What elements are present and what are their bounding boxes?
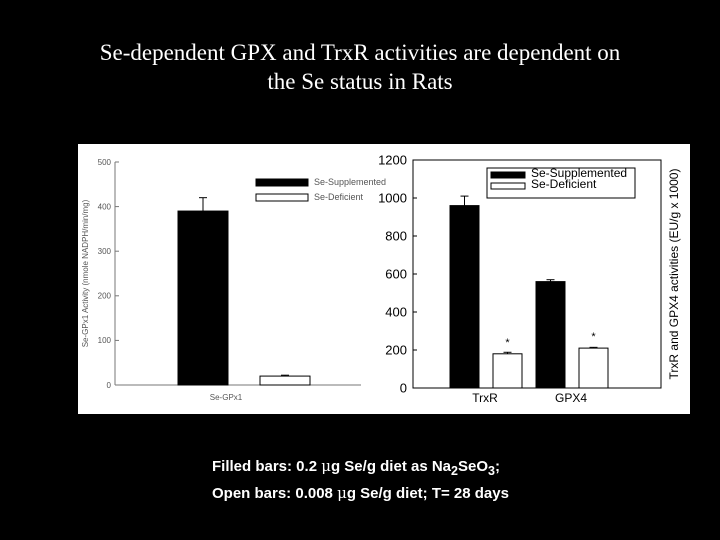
y-tick-label-600: 600 xyxy=(385,267,407,282)
bar-se-gpx1-se-deficient xyxy=(259,375,311,386)
y-tick-label-100: 100 xyxy=(98,336,112,345)
legend-swatch-se-deficient xyxy=(255,193,309,202)
y-tick-label-400: 400 xyxy=(385,305,407,320)
caption-line1-sub1: 2 xyxy=(451,464,458,478)
caption-line1-suffix: ; xyxy=(494,458,500,475)
annotation-gpx4: * xyxy=(591,331,596,343)
legend-label-se-supplemented: Se-Supplemented xyxy=(531,166,627,180)
slide-title: Se-dependent GPX and TrxR activities are… xyxy=(0,38,720,96)
legend-swatch-se-supplemented xyxy=(490,171,526,179)
slide-title-line1: Se-dependent GPX and TrxR activities are… xyxy=(99,40,621,65)
caption-line1-prefix: Filled bars: 0.2 xyxy=(212,458,322,475)
figure-svg: 0 100 200 300 400 500 Se-GPx1 Activity (nmole … xyxy=(81,153,681,405)
caption-line2-prefix: Open bars: 0.008 xyxy=(212,485,338,502)
y-tick-label-200: 200 xyxy=(98,292,112,301)
caption-line1-mid2: SeO xyxy=(457,458,488,475)
annotation-trxr: * xyxy=(505,337,510,349)
bar-trxr-se-deficient xyxy=(492,353,523,389)
caption-line1-mid: g Se/g diet as Na xyxy=(330,458,452,475)
caption-line2: Open bars: 0.008 μg Se/g diet; T= 28 day… xyxy=(212,482,509,505)
caption-line2-mu: μ xyxy=(337,484,347,502)
y-tick-label-800: 800 xyxy=(385,229,407,244)
y-axis-label: TrxR and GPX4 activities (EU/g x 1000) xyxy=(667,169,681,380)
bar-se-gpx1-se-supplemented xyxy=(177,210,229,386)
caption-line2-suffix: g Se/g diet; T= 28 days xyxy=(346,485,509,502)
legend-label-se-supplemented: Se-Supplemented xyxy=(314,177,386,187)
legend-label-se-deficient: Se-Deficient xyxy=(531,177,597,191)
caption-line1-mu: μ xyxy=(321,457,331,475)
y-tick-label-400: 400 xyxy=(98,202,112,211)
figure-panel: 0 100 200 300 400 500 Se-GPx1 Activity (nmole … xyxy=(78,144,690,414)
legend-swatch-se-deficient xyxy=(490,182,526,190)
x-tick-label-gpx4: GPX4 xyxy=(555,391,587,405)
legend: Se-Supplemented Se-Deficient xyxy=(255,177,386,202)
x-tick-label-trxr: TrxR xyxy=(472,391,498,405)
legend-label-se-deficient: Se-Deficient xyxy=(314,192,364,202)
legend-swatch-se-supplemented xyxy=(255,178,309,187)
y-tick-label-200: 200 xyxy=(385,343,407,358)
chart-trxr-gpx4: 0 200 400 600 800 1000 1200 TrxR and GPX4 activ… xyxy=(378,153,681,405)
y-tick-label-1000: 1000 xyxy=(378,191,407,206)
y-tick-label-1200: 1200 xyxy=(378,153,407,168)
chart-se-gpx1: 0 100 200 300 400 500 Se-GPx1 Activity (nmole … xyxy=(81,158,386,402)
y-tick-label-0: 0 xyxy=(400,381,407,396)
x-tick-label-se-gpx1: Se-GPx1 xyxy=(210,393,243,402)
slide-title-line2: the Se status in Rats xyxy=(267,69,453,94)
y-tick-label-300: 300 xyxy=(98,247,112,256)
bar-gpx4-se-supplemented xyxy=(535,281,566,389)
y-tick-label-500: 500 xyxy=(98,158,112,167)
bar-trxr-se-supplemented xyxy=(449,205,480,389)
y-axis-label: Se-GPx1 Activity (nmole NADPH/min/mg) xyxy=(81,199,90,347)
bar-gpx4-se-deficient xyxy=(578,347,609,389)
caption: Filled bars: 0.2 μg Se/g diet as Na2SeO3… xyxy=(212,455,509,505)
caption-line1-sub2: 3 xyxy=(487,464,495,478)
caption-line1: Filled bars: 0.2 μg Se/g diet as Na2SeO3… xyxy=(212,455,509,482)
y-tick-label-0: 0 xyxy=(107,381,112,390)
